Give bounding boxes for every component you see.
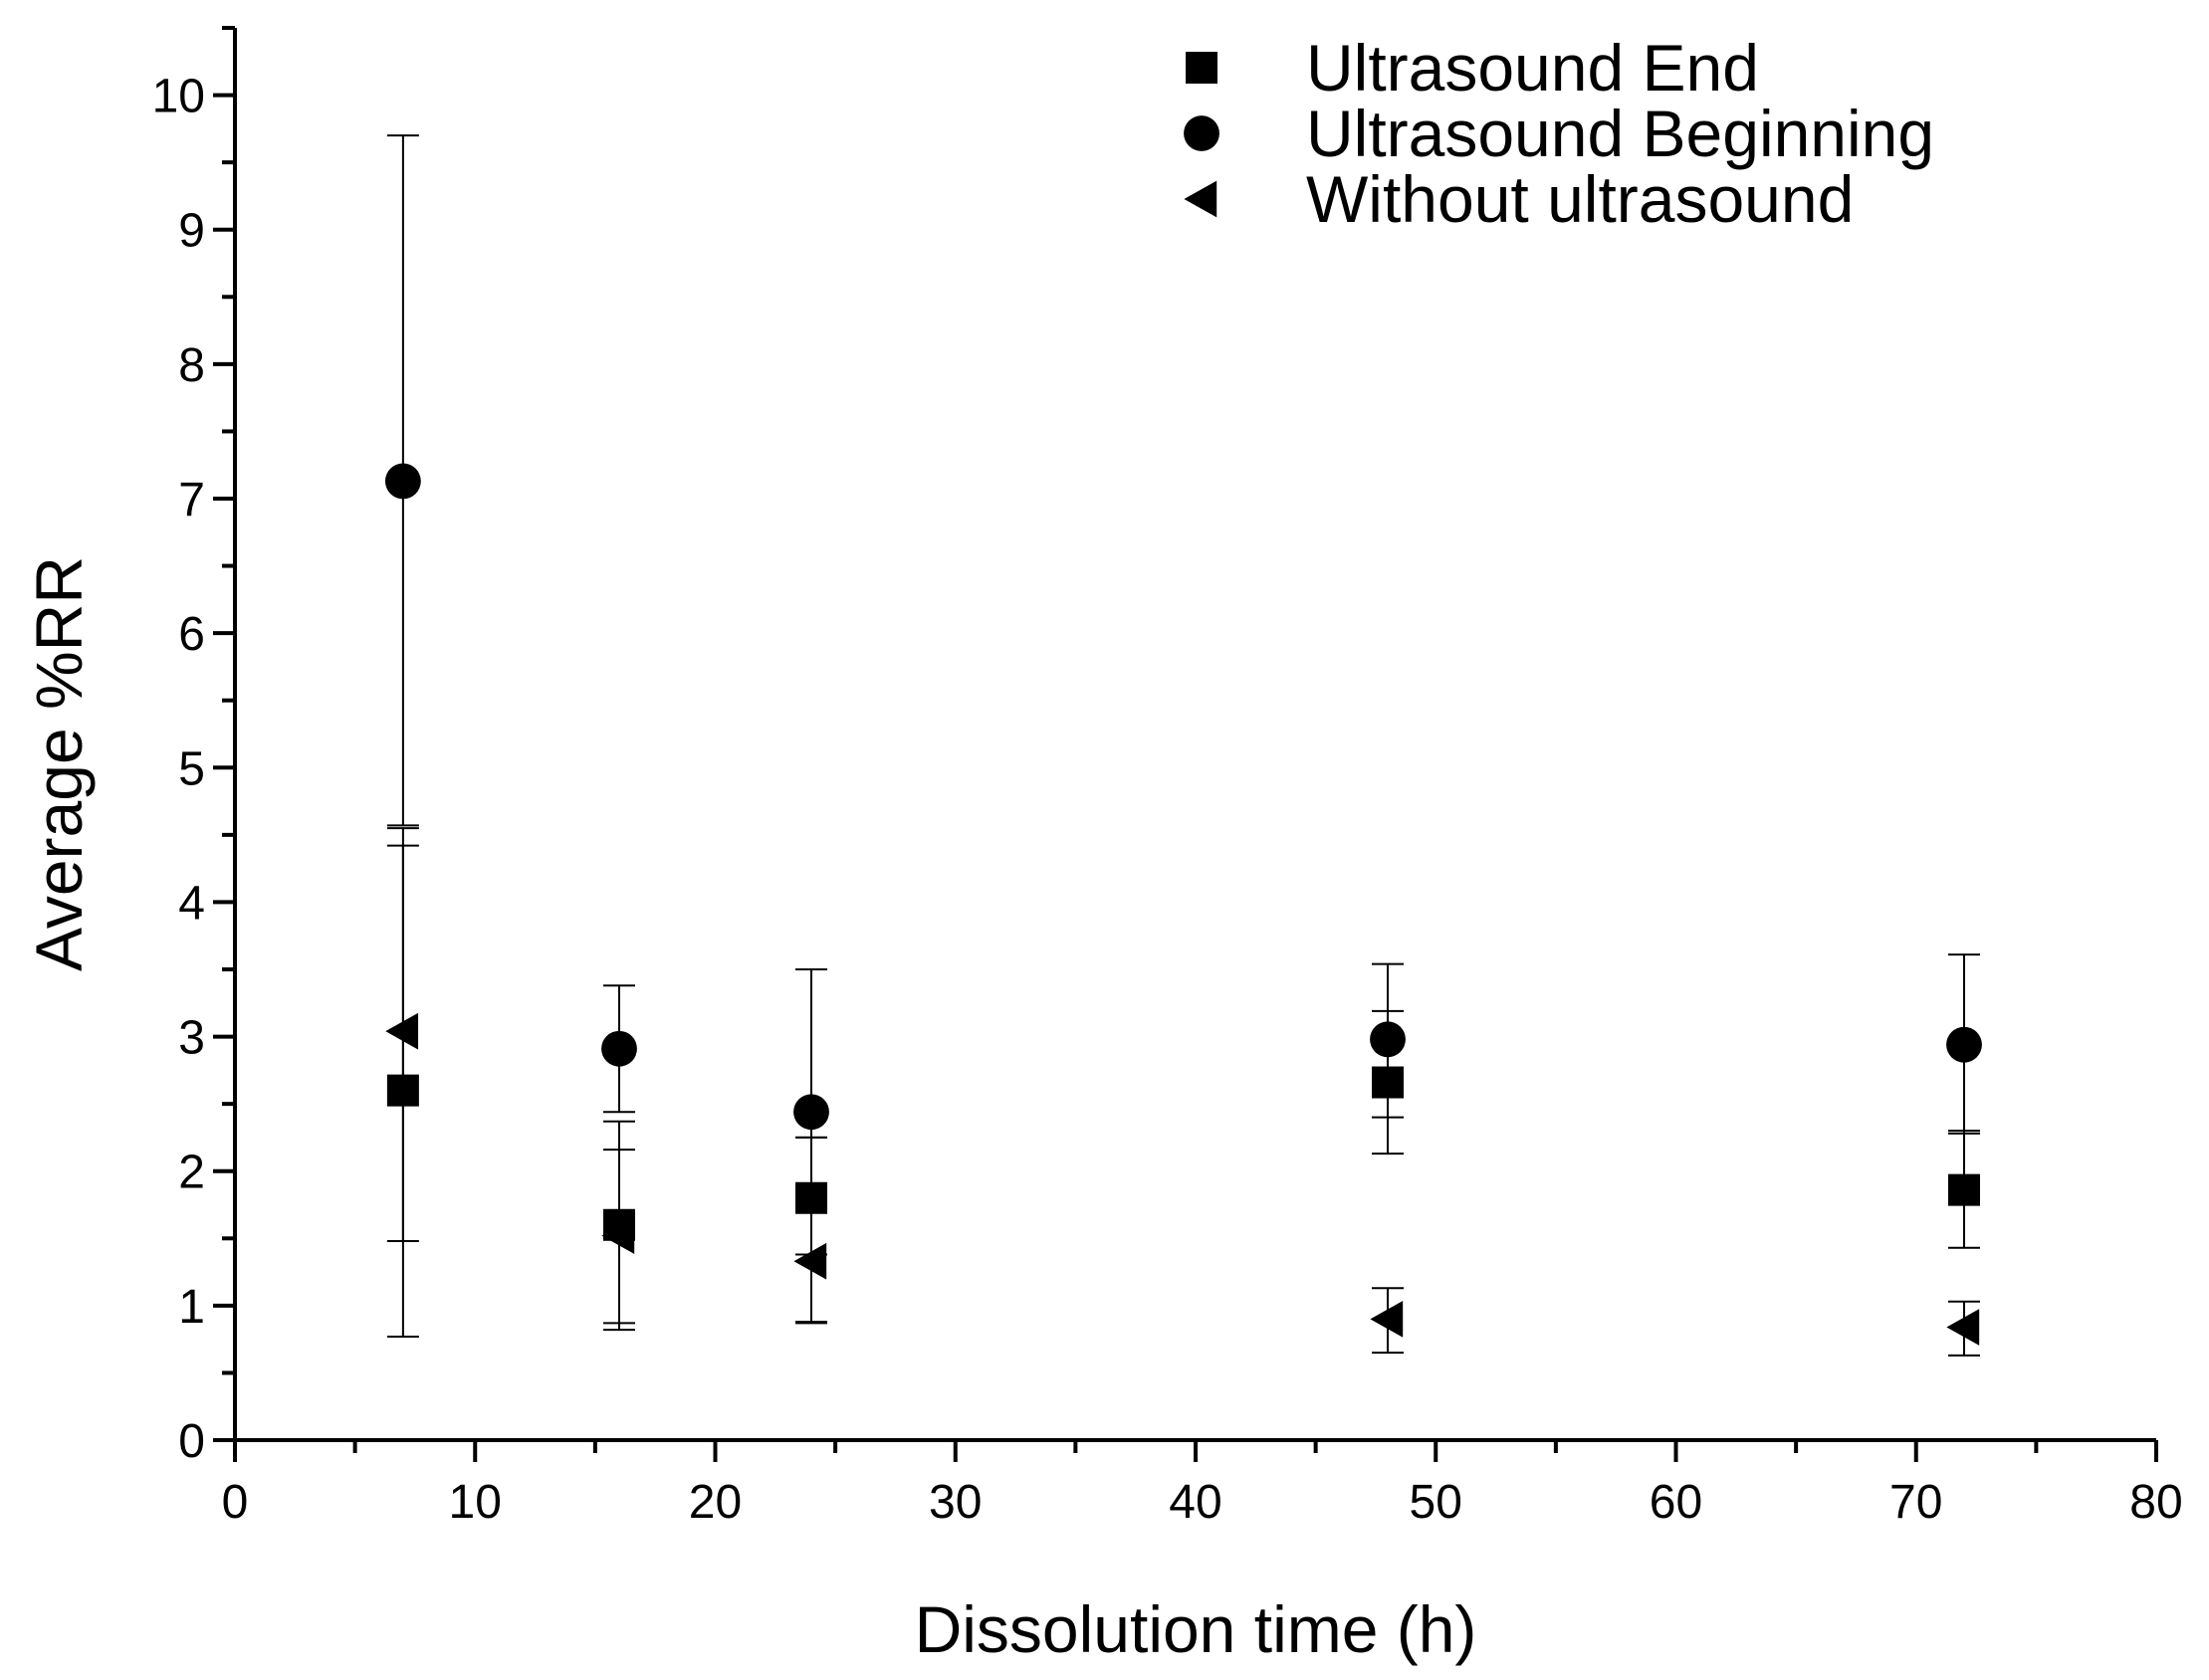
data-point-ultrasound-end xyxy=(386,1074,419,1107)
y-tick-label: 4 xyxy=(178,877,205,930)
legend-label-ultrasound-end: Ultrasound End xyxy=(1306,31,1759,105)
data-point-ultrasound-beginning xyxy=(793,1094,829,1131)
y-tick-label: 0 xyxy=(178,1415,205,1468)
data-point-ultrasound-end xyxy=(1948,1173,1980,1206)
legend-marker-ultrasound-beginning xyxy=(1184,115,1219,151)
legend-marker-without-ultrasound xyxy=(1184,180,1217,218)
data-point-without-ultrasound xyxy=(601,1217,635,1254)
x-tick-label: 60 xyxy=(1650,1476,1702,1529)
y-tick-label: 5 xyxy=(178,742,205,795)
legend-label-without-ultrasound: Without ultrasound xyxy=(1306,162,1854,236)
axes: 0 10 20 30 40 50 60 70 80 0 1 2 3 4 5 6 7 8 9 10 xyxy=(152,26,2183,1529)
data-point-ultrasound-beginning xyxy=(384,463,421,500)
y-tick-label: 8 xyxy=(178,339,205,392)
y-tick-label: 7 xyxy=(178,474,205,526)
x-tick-label: 0 xyxy=(222,1476,249,1529)
data-point-ultrasound-end xyxy=(1372,1066,1404,1099)
y-tick-label: 2 xyxy=(178,1147,205,1199)
x-tick-label: 80 xyxy=(2129,1476,2182,1529)
y-tick-label: 1 xyxy=(178,1281,205,1334)
x-tick-label: 20 xyxy=(689,1476,742,1529)
y-tick-label: 9 xyxy=(178,205,205,258)
x-tick-label: 30 xyxy=(929,1476,982,1529)
y-axis-title: Average %RR xyxy=(22,556,96,971)
y-tick-label: 10 xyxy=(152,71,205,123)
y-tick-label: 6 xyxy=(178,608,205,661)
x-tick-label: 50 xyxy=(1410,1476,1462,1529)
data-point-without-ultrasound xyxy=(1946,1309,1980,1346)
data-point-without-ultrasound xyxy=(1370,1300,1404,1338)
error-bars xyxy=(386,134,1980,1357)
data-markers xyxy=(384,463,1982,1346)
data-point-ultrasound-beginning xyxy=(1946,1026,1982,1063)
data-point-ultrasound-beginning xyxy=(1370,1021,1406,1058)
x-axis-title: Dissolution time (h) xyxy=(915,1592,1477,1666)
data-point-without-ultrasound xyxy=(385,1012,419,1050)
legend-label-ultrasound-beginning: Ultrasound Beginning xyxy=(1306,97,1934,170)
data-point-ultrasound-beginning xyxy=(601,1030,637,1067)
x-tick-label: 10 xyxy=(449,1476,502,1529)
data-point-ultrasound-end xyxy=(795,1181,827,1214)
data-point-without-ultrasound xyxy=(793,1242,827,1280)
x-tick-label: 70 xyxy=(1889,1476,1942,1529)
legend-marker-ultrasound-end xyxy=(1186,52,1217,84)
x-tick-label: 40 xyxy=(1169,1476,1221,1529)
y-tick-label: 3 xyxy=(178,1012,205,1065)
